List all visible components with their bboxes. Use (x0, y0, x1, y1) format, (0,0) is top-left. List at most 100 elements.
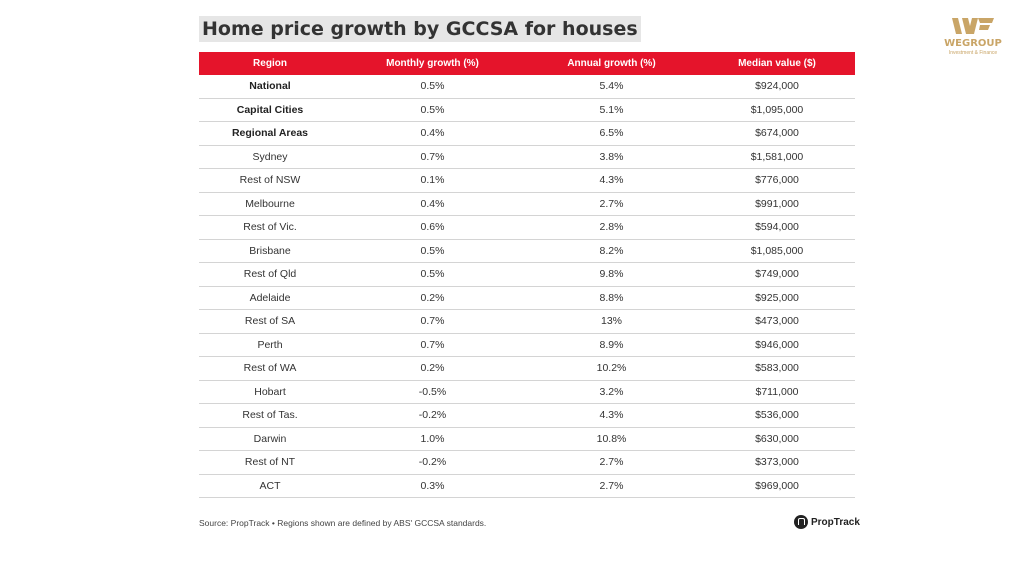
wegroup-tagline: Investment & Finance (948, 50, 998, 56)
cell-median-value: $924,000 (699, 75, 855, 99)
cell-monthly-growth: 0.2% (341, 286, 524, 310)
cell-median-value: $583,000 (699, 356, 855, 381)
cell-monthly-growth: 0.7% (341, 333, 524, 357)
cell-annual-growth: 3.8% (524, 145, 699, 169)
cell-region: Hobart (199, 380, 341, 404)
cell-region: Melbourne (199, 192, 341, 216)
cell-median-value: $969,000 (699, 474, 855, 498)
cell-annual-growth: 8.2% (524, 239, 699, 263)
proptrack-logo: PropTrack (794, 514, 860, 530)
proptrack-house-icon (794, 515, 808, 529)
cell-monthly-growth: 0.5% (341, 98, 524, 122)
table-row: National 0.5% 5.4% $924,000 (199, 75, 855, 99)
cell-annual-growth: 2.7% (524, 450, 699, 475)
cell-annual-growth: 4.3% (524, 403, 699, 428)
cell-region: Rest of Tas. (199, 403, 341, 428)
cell-median-value: $674,000 (699, 121, 855, 146)
cell-region: Darwin (199, 427, 341, 451)
cell-monthly-growth: 0.4% (341, 192, 524, 216)
table-row: Melbourne 0.4% 2.7% $991,000 (199, 192, 855, 216)
cell-region: ACT (199, 474, 341, 498)
cell-monthly-growth: -0.2% (341, 450, 524, 475)
cell-monthly-growth: 0.5% (341, 75, 524, 99)
cell-monthly-growth: 0.7% (341, 145, 524, 169)
proptrack-label: PropTrack (811, 516, 860, 528)
cell-annual-growth: 5.4% (524, 75, 699, 99)
cell-monthly-growth: 0.3% (341, 474, 524, 498)
table-row: Rest of WA 0.2% 10.2% $583,000 (199, 356, 855, 381)
wegroup-name: WEGROUP (944, 38, 1002, 49)
cell-median-value: $711,000 (699, 380, 855, 404)
table-body: National 0.5% 5.4% $924,000 Capital Cities 0.… (199, 75, 855, 498)
cell-region: Rest of Qld (199, 262, 341, 287)
cell-median-value: $749,000 (699, 262, 855, 287)
cell-median-value: $776,000 (699, 168, 855, 193)
cell-region: Adelaide (199, 286, 341, 310)
cell-median-value: $1,581,000 (699, 145, 855, 169)
cell-region: Rest of SA (199, 309, 341, 334)
page-title: Home price growth by GCCSA for houses (199, 16, 641, 42)
cell-median-value: $594,000 (699, 215, 855, 240)
cell-annual-growth: 8.9% (524, 333, 699, 357)
table-row: Capital Cities 0.5% 5.1% $1,095,000 (199, 98, 855, 122)
cell-region: Brisbane (199, 239, 341, 263)
table-row: Rest of NT -0.2% 2.7% $373,000 (199, 450, 855, 475)
cell-annual-growth: 2.8% (524, 215, 699, 240)
cell-annual-growth: 5.1% (524, 98, 699, 122)
cell-region: Rest of Vic. (199, 215, 341, 240)
cell-region: Rest of WA (199, 356, 341, 381)
cell-region: National (199, 75, 341, 99)
cell-median-value: $991,000 (699, 192, 855, 216)
cell-monthly-growth: 0.7% (341, 309, 524, 334)
table-header-row: Region Monthly growth (%) Annual growth … (199, 52, 855, 75)
table-row: Hobart -0.5% 3.2% $711,000 (199, 380, 855, 404)
cell-annual-growth: 13% (524, 309, 699, 334)
cell-annual-growth: 10.2% (524, 356, 699, 381)
cell-region: Sydney (199, 145, 341, 169)
cell-annual-growth: 2.7% (524, 474, 699, 498)
cell-monthly-growth: 1.0% (341, 427, 524, 451)
cell-annual-growth: 4.3% (524, 168, 699, 193)
source-note: Source: PropTrack • Regions shown are de… (199, 518, 487, 528)
cell-region: Rest of NSW (199, 168, 341, 193)
table-row: Adelaide 0.2% 8.8% $925,000 (199, 286, 855, 310)
cell-annual-growth: 3.2% (524, 380, 699, 404)
table-row: ACT 0.3% 2.7% $969,000 (199, 474, 855, 498)
cell-region: Regional Areas (199, 121, 341, 146)
cell-median-value: $925,000 (699, 286, 855, 310)
cell-region: Rest of NT (199, 450, 341, 475)
wegroup-logo: WEGROUP Investment & Finance (937, 16, 1009, 68)
header-median-value: Median value ($) (699, 52, 855, 75)
table-row: Perth 0.7% 8.9% $946,000 (199, 333, 855, 357)
cell-annual-growth: 2.7% (524, 192, 699, 216)
table-row: Brisbane 0.5% 8.2% $1,085,000 (199, 239, 855, 263)
cell-median-value: $1,085,000 (699, 239, 855, 263)
cell-annual-growth: 9.8% (524, 262, 699, 287)
header-annual-growth: Annual growth (%) (524, 52, 699, 75)
table-row: Rest of Qld 0.5% 9.8% $749,000 (199, 262, 855, 287)
cell-median-value: $373,000 (699, 450, 855, 475)
cell-monthly-growth: 0.5% (341, 239, 524, 263)
cell-monthly-growth: 0.2% (341, 356, 524, 381)
header-region: Region (199, 52, 341, 75)
cell-monthly-growth: -0.2% (341, 403, 524, 428)
cell-monthly-growth: 0.1% (341, 168, 524, 193)
cell-median-value: $630,000 (699, 427, 855, 451)
table-row: Sydney 0.7% 3.8% $1,581,000 (199, 145, 855, 169)
wegroup-logo-icon (952, 18, 994, 34)
cell-monthly-growth: 0.5% (341, 262, 524, 287)
cell-monthly-growth: -0.5% (341, 380, 524, 404)
cell-region: Perth (199, 333, 341, 357)
cell-annual-growth: 10.8% (524, 427, 699, 451)
growth-table: Region Monthly growth (%) Annual growth … (199, 52, 855, 498)
cell-monthly-growth: 0.4% (341, 121, 524, 146)
cell-annual-growth: 6.5% (524, 121, 699, 146)
table-row: Rest of Tas. -0.2% 4.3% $536,000 (199, 403, 855, 428)
table-row: Rest of NSW 0.1% 4.3% $776,000 (199, 168, 855, 193)
cell-region: Capital Cities (199, 98, 341, 122)
table-row: Rest of SA 0.7% 13% $473,000 (199, 309, 855, 334)
cell-median-value: $473,000 (699, 309, 855, 334)
cell-median-value: $1,095,000 (699, 98, 855, 122)
cell-median-value: $946,000 (699, 333, 855, 357)
table-row: Darwin 1.0% 10.8% $630,000 (199, 427, 855, 451)
